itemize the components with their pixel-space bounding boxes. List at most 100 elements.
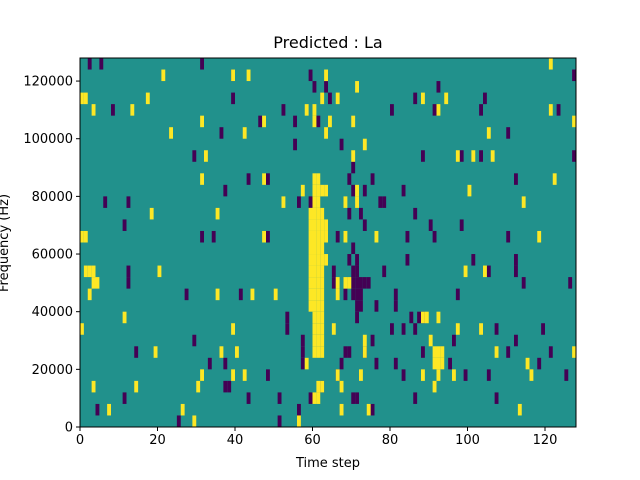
heatmap-cell-low	[405, 254, 410, 266]
heatmap-cell-low	[432, 104, 437, 116]
heatmap-cell-high	[316, 173, 321, 185]
heatmap-cell-high	[308, 230, 313, 243]
heatmap-cell-high	[312, 173, 317, 185]
heatmap-cell-high	[80, 323, 84, 335]
heatmap-cell-low	[331, 277, 336, 289]
heatmap-cell-low	[95, 403, 100, 416]
heatmap-cell-low	[335, 230, 340, 243]
heatmap-cell-low	[494, 323, 499, 335]
heatmap-cell-high	[215, 207, 220, 220]
heatmap-cell-low	[413, 92, 418, 105]
heatmap-cell-low	[339, 357, 344, 370]
heatmap-cell-low	[312, 81, 317, 93]
heatmap-cell-low	[390, 104, 394, 116]
heatmap-cell-high	[355, 81, 359, 93]
heatmap-cell-high	[308, 242, 313, 255]
heatmap-cell-high	[343, 277, 348, 289]
heatmap-cell-low	[126, 265, 131, 278]
heatmap-cell-high	[339, 403, 344, 416]
heatmap-cell-high	[486, 127, 491, 139]
heatmap-cell-high	[320, 230, 325, 243]
y-axis: 0 20000 40000 60000 80000 100000 120000	[23, 75, 80, 436]
heatmap-cell-low	[351, 392, 356, 404]
heatmap-cell-high	[80, 230, 84, 243]
heatmap-cell-high	[246, 69, 251, 82]
heatmap-cell-low	[370, 334, 375, 347]
heatmap-cell-low	[362, 184, 367, 197]
heatmap-cell-low	[300, 334, 305, 347]
x-axis-label: Time step	[295, 456, 360, 471]
heatmap-cell-low	[548, 346, 553, 358]
chart-title: Predicted : La	[273, 33, 382, 52]
heatmap-cell-high	[169, 127, 173, 139]
heatmap-cell-low	[316, 115, 321, 128]
heatmap-cell-high	[242, 369, 247, 381]
heatmap-cell-high	[200, 173, 204, 185]
heatmap-cell-high	[362, 334, 367, 347]
heatmap-cell-high	[335, 288, 340, 301]
heatmap-cell-high	[145, 92, 150, 105]
heatmap-cell-high	[424, 311, 429, 324]
heatmap-cell-low	[355, 311, 359, 324]
heatmap-cell-high	[83, 230, 88, 243]
heatmap-cell-low	[421, 346, 425, 358]
y-tick-label: 0	[65, 421, 73, 436]
heatmap-cell-low	[401, 184, 406, 197]
heatmap-cell-high	[421, 311, 425, 324]
heatmap-cell-low	[393, 288, 398, 301]
heatmap-cell-low	[355, 392, 359, 404]
y-tick-label: 100000	[23, 132, 73, 147]
heatmap-cell-high	[455, 150, 460, 162]
heatmap-cell-high	[335, 277, 340, 289]
y-tick-label: 120000	[23, 75, 73, 90]
heatmap-cell-low	[285, 323, 290, 335]
heatmap-cell-high	[316, 230, 321, 243]
heatmap-cell-high	[316, 207, 321, 220]
heatmap-cell-high	[324, 127, 328, 139]
heatmap-cell-low	[362, 219, 367, 231]
heatmap-cell-high	[432, 380, 437, 393]
heatmap-cell-high	[262, 115, 266, 128]
heatmap-cell-high	[347, 277, 352, 289]
heatmap-cell-high	[335, 92, 340, 105]
heatmap-cell-low	[293, 138, 297, 151]
heatmap-cell-low	[556, 104, 561, 116]
heatmap-cell-high	[157, 265, 162, 278]
heatmap-cell-high	[324, 184, 328, 197]
heatmap-cell-high	[316, 380, 321, 393]
heatmap-cell-low	[393, 357, 398, 370]
heatmap-cell-high	[320, 219, 325, 231]
heatmap-cell-high	[517, 403, 522, 416]
heatmap-cell-low	[103, 196, 108, 208]
heatmap-cell-low	[378, 196, 383, 208]
heatmap-cell-low	[347, 207, 352, 220]
heatmap-cell-low	[355, 265, 359, 278]
heatmap-cell-low	[126, 196, 131, 208]
heatmap-cell-high	[494, 346, 499, 358]
heatmap-cell-high	[316, 311, 321, 324]
plot-area	[79, 57, 577, 428]
heatmap-cell-high	[231, 369, 235, 381]
heatmap-cell-high	[572, 346, 576, 358]
heatmap-cell-high	[324, 219, 328, 231]
heatmap-cell-low	[246, 173, 251, 185]
heatmap-cell-high	[304, 104, 309, 116]
heatmap-cell-high	[320, 207, 325, 220]
heatmap-cell-low	[393, 300, 398, 312]
heatmap-cell-high	[308, 277, 313, 289]
heatmap-cell-low	[238, 288, 243, 301]
heatmap-cell-high	[316, 300, 321, 312]
heatmap-cell-low	[308, 392, 313, 404]
heatmap-cell-high	[91, 104, 96, 116]
heatmap-cell-low	[351, 265, 356, 278]
heatmap-cell-high	[320, 346, 325, 358]
heatmap-cell-high	[552, 173, 557, 185]
heatmap-cell-low	[192, 334, 197, 347]
heatmap-cell-high	[122, 311, 127, 324]
heatmap-cell-high	[316, 323, 321, 335]
heatmap-cell-high	[324, 69, 328, 82]
heatmap-cell-high	[200, 369, 204, 381]
heatmap-cell-low	[514, 334, 518, 347]
heatmap-cell-low	[401, 323, 406, 335]
heatmap-cell-low	[572, 69, 576, 82]
